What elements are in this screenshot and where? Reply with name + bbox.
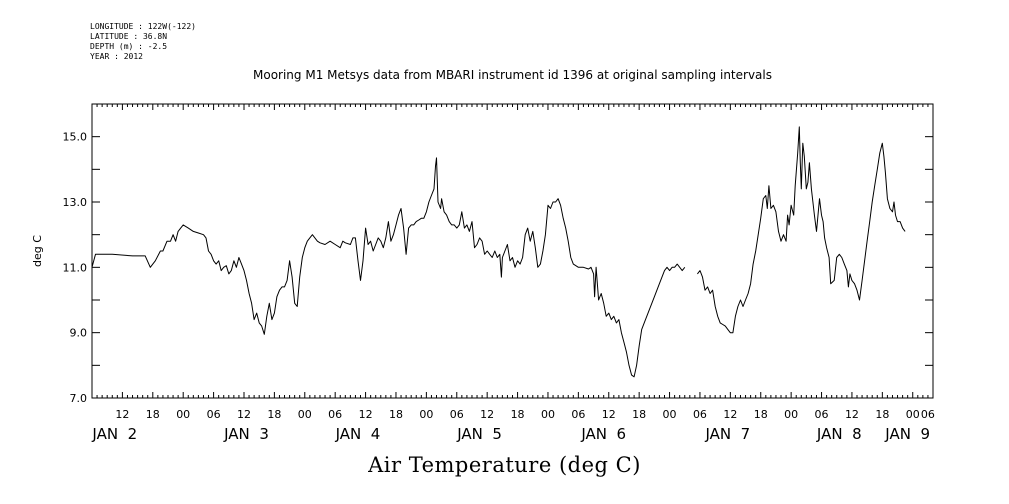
x-day-label: JAN 4 — [335, 425, 381, 443]
x-hour-label: 18 — [267, 408, 281, 421]
x-hour-label: 12 — [237, 408, 251, 421]
x-hour-label: 06 — [693, 408, 707, 421]
x-day-label: JAN 5 — [456, 425, 502, 443]
y-tick-label: 15.0 — [63, 131, 88, 144]
series-line — [697, 126, 906, 334]
x-hour-label: 00 — [298, 408, 312, 421]
y-axis-label: deg C — [31, 235, 44, 267]
x-hour-label: 18 — [875, 408, 889, 421]
x-day-label: JAN 9 — [884, 425, 930, 443]
latitude-text: LATITUDE : 36.8N — [90, 32, 168, 41]
x-hour-label: 18 — [511, 408, 525, 421]
x-day-label: JAN 7 — [704, 425, 750, 443]
x-hour-label: 18 — [632, 408, 646, 421]
y-tick-label: 11.0 — [63, 261, 88, 274]
x-hour-label: 12 — [359, 408, 373, 421]
depth-text: DEPTH (m) : -2.5 — [90, 42, 168, 51]
x-hour-label: 00 — [784, 408, 798, 421]
chart-title: Mooring M1 Metsys data from MBARI instru… — [253, 68, 772, 82]
main-title: Air Temperature (deg C) — [368, 453, 641, 477]
x-hour-label: 18 — [754, 408, 768, 421]
x-axis: 12 18 00 06 12 18 00 06 12 18 00 06 12 18 00 06 12 18 00 06… — [91, 104, 935, 443]
longitude-text: LONGITUDE : 122W(-122) — [90, 22, 196, 31]
x-hour-label: 12 — [723, 408, 737, 421]
x-day-label: JAN 3 — [223, 425, 269, 443]
x-hour-label: 18 — [389, 408, 403, 421]
x-hour-label: 18 — [146, 408, 160, 421]
x-day-label: JAN 6 — [580, 425, 626, 443]
x-hour-label: 06 — [328, 408, 342, 421]
year-text: YEAR : 2012 — [90, 52, 143, 61]
plot-frame — [91, 103, 934, 399]
series-group — [91, 126, 906, 378]
y-axis: 7.0 9.0 11.0 13.0 15.0 — [63, 103, 933, 405]
x-hour-label: 00 — [176, 408, 190, 421]
x-hour-label: 12 — [115, 408, 129, 421]
x-hour-label: 12 — [480, 408, 494, 421]
y-tick-label: 9.0 — [70, 327, 88, 340]
x-hour-label: 06 — [815, 408, 829, 421]
x-hour-label: 00 — [663, 408, 677, 421]
x-hour-label: 12 — [845, 408, 859, 421]
x-hour-label: 06 — [207, 408, 221, 421]
series-line — [91, 157, 686, 378]
x-hour-label: 06 — [450, 408, 464, 421]
y-tick-label: 7.0 — [70, 392, 88, 405]
x-hour-label: 00 — [419, 408, 433, 421]
x-hour-label: 00 — [541, 408, 555, 421]
x-day-label: JAN 2 — [91, 425, 137, 443]
metadata-block: LONGITUDE : 122W(-122) LATITUDE : 36.8N … — [90, 22, 196, 62]
x-hour-label: 00 — [906, 408, 920, 421]
x-hour-label: 06 — [571, 408, 585, 421]
y-tick-label: 13.0 — [63, 196, 88, 209]
x-hour-label: 12 — [602, 408, 616, 421]
x-day-label: JAN 8 — [816, 425, 862, 443]
x-hour-label: 06 — [921, 408, 935, 421]
